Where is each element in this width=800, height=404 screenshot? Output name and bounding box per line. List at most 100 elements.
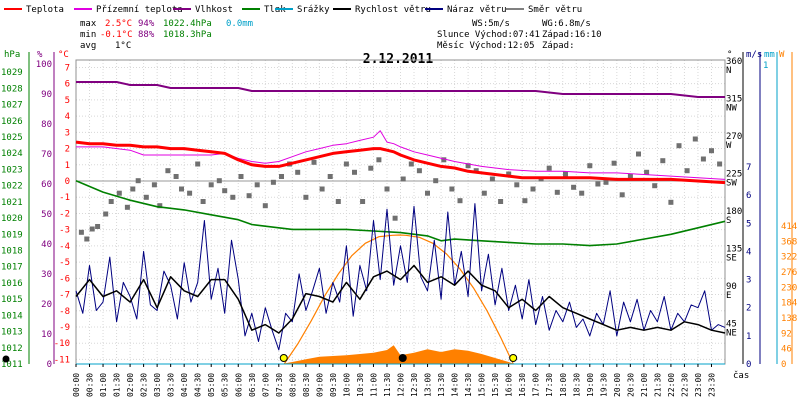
- tick-temp: -8: [59, 307, 70, 317]
- tick-temp: -4: [59, 242, 70, 252]
- tick-hpa: 1024: [1, 149, 23, 159]
- wind-direction-point: [230, 194, 236, 200]
- tick-temp: 7: [65, 63, 70, 73]
- axis-hpa-label: hPa: [4, 50, 20, 60]
- wind-direction-point: [692, 136, 698, 142]
- wind-direction-point: [563, 171, 568, 177]
- wind-direction-point: [143, 194, 149, 200]
- x-tick-label: 23:30: [707, 373, 716, 397]
- wind-direction-point: [108, 199, 114, 204]
- series-line-naraz-vetru: [75, 203, 726, 351]
- wind-direction-point: [195, 161, 201, 167]
- x-tick-label: 20:30: [626, 373, 635, 397]
- x-tick-label: 03:30: [167, 373, 176, 397]
- tick-w: 414: [781, 222, 797, 232]
- tick-dir: W: [726, 141, 732, 151]
- tick-hpa: 1016: [1, 279, 23, 289]
- tick-dir: NW: [726, 104, 737, 114]
- wind-direction-point: [603, 179, 609, 185]
- tick-hpa: 1018: [1, 246, 23, 256]
- tick-hpa: 1019: [1, 230, 23, 240]
- wind-direction-point: [457, 198, 463, 204]
- wind-direction-point: [368, 165, 374, 171]
- wind-direction-point: [254, 182, 260, 188]
- x-tick-label: 18:00: [559, 373, 568, 397]
- wind-direction-point: [400, 176, 406, 182]
- wind-direction-point: [546, 165, 552, 171]
- x-tick-label: 23:00: [694, 373, 703, 397]
- wind-direction-point: [587, 163, 593, 169]
- wind-direction-point: [530, 186, 536, 192]
- x-tick-label: 07:00: [261, 373, 270, 397]
- tick-temp: -5: [59, 258, 70, 268]
- tick-deg: 315: [726, 95, 742, 105]
- wind-direction-point: [425, 190, 430, 196]
- tick-pct: 50: [41, 210, 52, 220]
- tick-pct: 20: [41, 300, 52, 310]
- axis-deg-label: °: [727, 50, 732, 60]
- tick-mm: 1: [763, 61, 768, 71]
- tick-deg: 135: [726, 245, 742, 255]
- stat-wind-gust: WG:6.8m/s: [542, 19, 591, 29]
- wind-direction-point: [684, 168, 690, 174]
- wind-direction-point: [165, 168, 171, 174]
- x-tick-label: 05:30: [221, 373, 230, 397]
- series-line-prizemni-teplota: [76, 130, 726, 180]
- tick-deg: 360: [726, 57, 742, 67]
- wind-direction-point: [700, 156, 706, 162]
- wind-direction-point: [376, 157, 382, 163]
- stat-sun-times: Slunce Východ:07:41: [437, 30, 540, 40]
- tick-pct: 80: [41, 120, 52, 130]
- axis-temp-label: °C: [58, 50, 69, 60]
- legend-label-srazky: Srážky: [297, 5, 330, 15]
- axis-pct-label: %: [37, 50, 43, 60]
- wind-direction-point: [335, 199, 341, 204]
- tick-hpa: 1013: [1, 328, 23, 338]
- wind-direction-points: [78, 136, 723, 242]
- x-tick-label: 06:00: [234, 373, 243, 397]
- stat-moon-times: Měsíc Východ:12:05: [437, 41, 535, 51]
- tick-hpa: 1014: [1, 311, 23, 321]
- legend-label-prizemni-teplota: Přízemní teplota: [96, 5, 183, 15]
- wind-direction-point: [208, 182, 214, 188]
- wind-direction-point: [489, 176, 495, 182]
- tick-temp: -6: [59, 274, 70, 284]
- series-line-vlhkost: [76, 81, 725, 98]
- wind-direction-point: [717, 161, 723, 167]
- tick-ms: 3: [746, 276, 751, 286]
- x-tick-label: 16:30: [518, 373, 527, 397]
- legend: Teplota Přízemní teplota Vlhkost Tlak Sr…: [4, 5, 582, 15]
- tick-ms: 4: [746, 247, 751, 257]
- stat-avg-temp: 1°C: [115, 41, 131, 51]
- axis-w-label: W: [779, 50, 785, 60]
- sun-marker: [279, 354, 288, 362]
- x-tick-label: 11:00: [369, 373, 378, 397]
- wind-direction-point: [262, 203, 268, 209]
- x-tick-label: 00:00: [72, 373, 81, 397]
- tick-dir: N: [726, 66, 731, 76]
- wind-direction-point: [514, 182, 520, 188]
- series-line-rychlost-vetru: [75, 264, 726, 334]
- tick-dir: E: [726, 291, 731, 301]
- wind-direction-point: [465, 163, 471, 169]
- wind-direction-point: [644, 169, 650, 175]
- tick-w: 322: [781, 253, 797, 263]
- wind-direction-point: [327, 174, 333, 179]
- x-tick-label: 19:30: [599, 373, 608, 397]
- tick-pct: 90: [41, 90, 52, 100]
- tick-dir: S: [726, 216, 731, 226]
- x-tick-label: 08:00: [288, 373, 297, 397]
- tick-ms: 5: [746, 219, 751, 229]
- stat-min-press: 1018.3hPa: [163, 30, 212, 40]
- tick-pct: 30: [41, 270, 52, 280]
- wind-direction-point: [303, 194, 309, 200]
- wind-direction-point: [554, 189, 560, 195]
- x-tick-label: 05:00: [207, 373, 216, 397]
- wind-direction-point: [619, 192, 625, 198]
- wind-direction-point: [343, 161, 349, 167]
- axis-corner-marker: [2, 355, 10, 363]
- wind-direction-point: [481, 190, 487, 196]
- tick-temp: -9: [59, 323, 70, 333]
- x-tick-label: 03:00: [153, 373, 162, 397]
- x-tick-label: 04:00: [180, 373, 189, 397]
